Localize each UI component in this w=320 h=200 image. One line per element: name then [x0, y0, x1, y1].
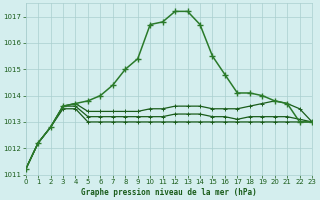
X-axis label: Graphe pression niveau de la mer (hPa): Graphe pression niveau de la mer (hPa) [81, 188, 257, 197]
